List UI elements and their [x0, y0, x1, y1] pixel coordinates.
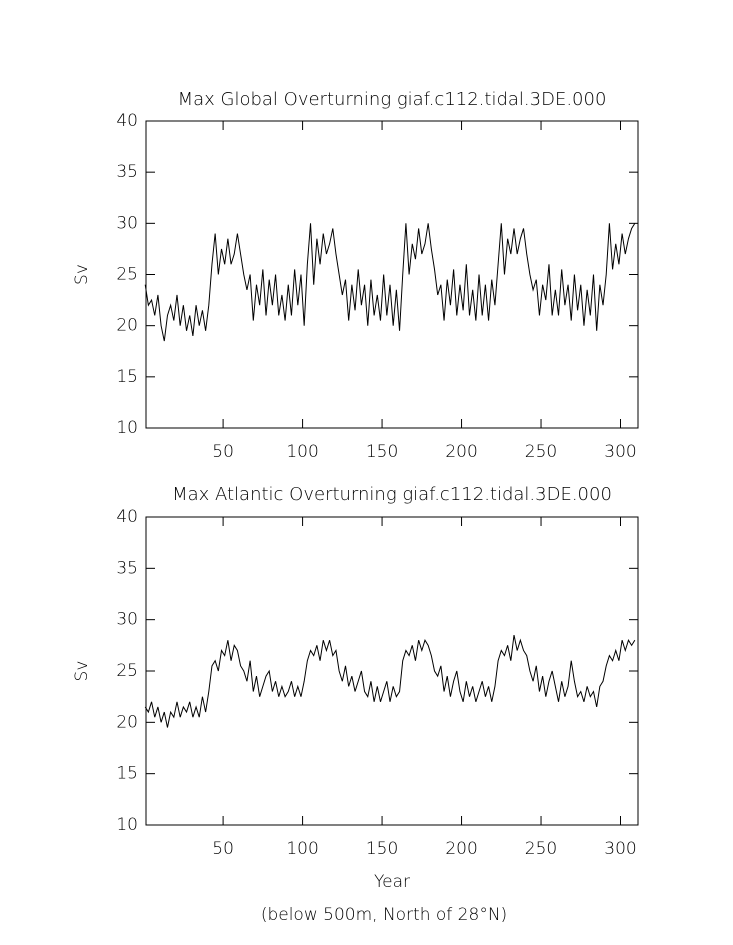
y-tick-label: 40 — [116, 111, 138, 131]
y-tick-label: 10 — [116, 815, 138, 835]
plot-frame — [145, 120, 639, 429]
x-tick-label: 200 — [445, 839, 477, 859]
x-tick-label: 150 — [366, 839, 398, 859]
annotation: (below 500m, North of 28°N) — [261, 905, 507, 925]
chart-title: Max Global Overturning giaf.c112.tidal.3… — [178, 89, 607, 110]
x-tick-label: 300 — [604, 442, 636, 462]
x-tick-label: 250 — [525, 442, 557, 462]
y-tick-label: 30 — [116, 213, 138, 233]
x-tick-label: 50 — [212, 839, 234, 859]
chart-title: Max Atlantic Overturning giaf.c112.tidal… — [172, 484, 612, 505]
y-tick-label: 20 — [116, 316, 138, 336]
y-tick-label: 40 — [116, 507, 138, 527]
x-tick-label: 100 — [286, 839, 318, 859]
y-tick-label: 25 — [116, 661, 138, 681]
data-line — [144, 634, 636, 728]
y-axis-label: Sv — [72, 264, 92, 285]
y-tick-label: 20 — [116, 712, 138, 732]
y-tick-label: 15 — [116, 764, 138, 784]
y-tick-label: 25 — [116, 265, 138, 285]
y-tick-label: 15 — [116, 367, 138, 387]
data-line — [144, 223, 636, 342]
x-tick-label: 100 — [286, 442, 318, 462]
x-tick-label: 50 — [212, 442, 234, 462]
x-tick-label: 200 — [445, 442, 477, 462]
y-tick-label: 35 — [116, 162, 138, 182]
y-tick-label: 30 — [116, 610, 138, 630]
x-tick-label: 150 — [366, 442, 398, 462]
x-tick-label: 300 — [604, 839, 636, 859]
plot-frame — [145, 516, 639, 826]
x-tick-label: 250 — [525, 839, 557, 859]
y-tick-label: 35 — [116, 558, 138, 578]
y-tick-label: 10 — [116, 418, 138, 438]
x-axis-label: Year — [374, 872, 410, 892]
y-axis-label: Sv — [72, 661, 92, 682]
